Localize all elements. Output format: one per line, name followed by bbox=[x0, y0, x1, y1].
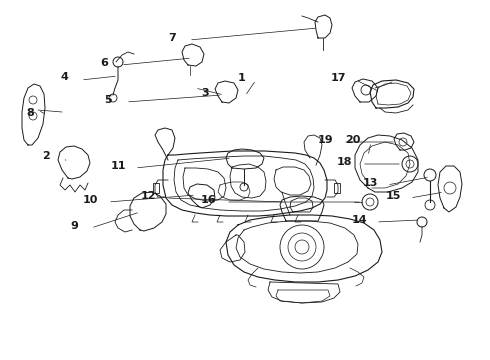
Text: 1: 1 bbox=[238, 73, 246, 83]
Text: 14: 14 bbox=[351, 215, 367, 225]
Text: 17: 17 bbox=[330, 73, 346, 83]
Bar bbox=[334, 183, 340, 193]
Text: 6: 6 bbox=[100, 58, 108, 68]
Text: 3: 3 bbox=[201, 88, 209, 98]
Text: 5: 5 bbox=[104, 95, 112, 105]
Text: 11: 11 bbox=[110, 161, 126, 171]
Text: 18: 18 bbox=[336, 157, 352, 167]
Text: 7: 7 bbox=[168, 33, 176, 43]
Text: 2: 2 bbox=[42, 151, 50, 161]
Text: 19: 19 bbox=[317, 135, 333, 145]
Text: 12: 12 bbox=[140, 191, 156, 201]
Text: 9: 9 bbox=[70, 221, 78, 231]
Bar bbox=[153, 183, 159, 193]
Text: 10: 10 bbox=[82, 195, 98, 205]
Text: 20: 20 bbox=[345, 135, 361, 145]
Text: 13: 13 bbox=[362, 178, 378, 188]
Text: 15: 15 bbox=[385, 191, 401, 201]
Text: 16: 16 bbox=[200, 195, 216, 205]
Text: 8: 8 bbox=[26, 108, 34, 118]
Text: 4: 4 bbox=[60, 72, 68, 82]
